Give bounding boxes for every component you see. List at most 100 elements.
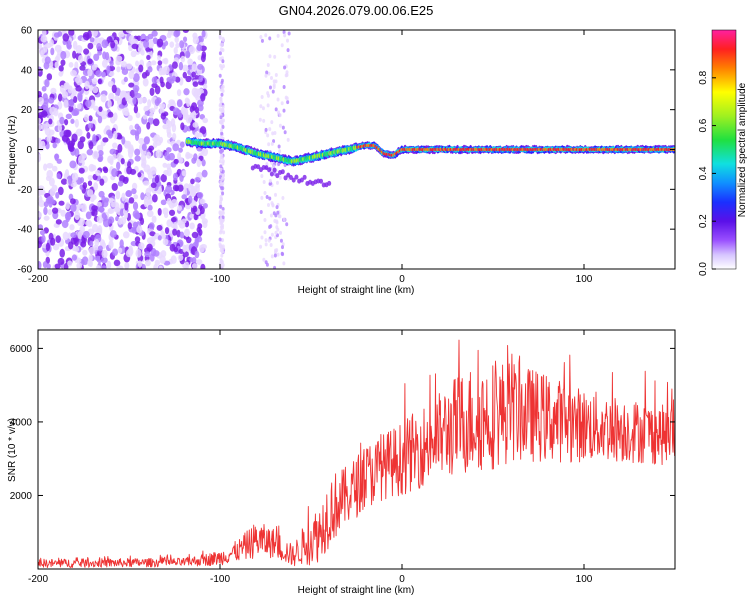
noise-blob	[64, 212, 72, 221]
noise-blob	[282, 217, 286, 222]
noise-blob	[100, 94, 107, 103]
noise-blob	[260, 235, 264, 240]
noise-blob	[220, 176, 224, 181]
noise-blob	[131, 188, 137, 195]
noise-blob	[123, 76, 128, 83]
noise-blob	[162, 238, 169, 246]
noise-blob	[172, 133, 177, 141]
noise-blob	[134, 155, 141, 162]
noise-blob	[63, 262, 69, 269]
noise-blob	[151, 76, 158, 84]
noise-blob	[221, 107, 225, 112]
noise-blob	[72, 50, 77, 59]
noise-blob	[38, 261, 42, 269]
noise-blob	[129, 89, 136, 99]
noise-blob	[150, 182, 157, 189]
noise-blob	[221, 125, 225, 130]
noise-blob	[98, 205, 105, 213]
noise-blob	[120, 61, 127, 68]
noise-blob	[220, 186, 224, 191]
noise-blob	[130, 50, 137, 58]
noise-blob	[282, 108, 286, 113]
noise-blob	[91, 64, 97, 71]
noise-blob	[109, 148, 117, 155]
noise-blob	[40, 35, 48, 43]
noise-blob	[134, 236, 141, 243]
noise-blob	[63, 82, 69, 90]
noise-blob	[65, 202, 70, 210]
noise-blob	[270, 141, 274, 146]
noise-blob	[158, 265, 163, 269]
noise-blob	[201, 169, 208, 178]
noise-blob	[147, 204, 153, 211]
noise-blob	[162, 124, 169, 130]
noise-blob	[68, 176, 73, 186]
noise-blob	[220, 42, 224, 47]
ridge-mark	[269, 171, 274, 177]
noise-blob	[182, 64, 189, 72]
snr-axes: -200 -100 0 100 2000 4000 6000	[10, 330, 675, 585]
noise-blob	[98, 190, 105, 198]
noise-blob	[160, 112, 167, 120]
noise-blob	[67, 260, 73, 267]
noise-blob	[76, 203, 83, 209]
noise-blob	[134, 148, 141, 156]
noise-blob	[177, 184, 184, 192]
noise-blob	[54, 44, 62, 53]
noise-blob	[46, 73, 53, 81]
noise-blob	[173, 158, 179, 164]
noise-blob	[281, 252, 285, 257]
noise-blob	[266, 103, 270, 108]
noise-blob	[111, 84, 117, 94]
noise-blob	[60, 50, 67, 60]
noise-blob	[159, 103, 166, 109]
noise-blob	[156, 38, 164, 48]
noise-blob	[136, 125, 142, 135]
colorbar-tick-label: 0.6	[698, 118, 709, 132]
noise-blob	[70, 236, 78, 245]
noise-blob	[190, 178, 195, 185]
noise-blob	[116, 161, 121, 171]
noise-blob	[108, 240, 114, 249]
noise-blob	[120, 158, 125, 165]
spectrogram-xtick-label: -100	[210, 274, 230, 285]
noise-blob	[77, 140, 84, 150]
noise-blob	[136, 225, 143, 234]
noise-blob	[74, 246, 80, 252]
noise-blob	[182, 36, 188, 43]
noise-blob	[221, 238, 225, 243]
noise-blob	[82, 230, 90, 239]
noise-blob	[125, 249, 133, 258]
noise-blob	[185, 75, 192, 83]
noise-blob	[122, 231, 130, 239]
noise-blob	[218, 159, 222, 164]
noise-blob	[57, 257, 65, 266]
noise-blob	[58, 71, 64, 77]
noise-blob	[183, 88, 190, 96]
noise-blob	[287, 54, 291, 59]
noise-blob	[286, 137, 290, 142]
noise-blob	[143, 136, 151, 145]
noise-blob	[271, 131, 275, 136]
noise-blob	[51, 207, 59, 214]
noise-blob	[95, 170, 101, 177]
noise-blob	[149, 231, 156, 237]
noise-blob	[130, 129, 137, 136]
noise-blob	[221, 48, 225, 53]
noise-blob	[171, 61, 178, 69]
spectrogram-xtick-label: 0	[399, 274, 405, 285]
noise-blob	[68, 145, 75, 152]
noise-blob	[195, 185, 200, 193]
noise-blob	[148, 222, 155, 230]
noise-blob	[185, 50, 191, 59]
noise-blob	[62, 33, 70, 42]
noise-blob	[133, 194, 139, 200]
ridge-mark	[299, 177, 304, 183]
noise-blob	[277, 161, 281, 166]
snr-ytick-label: 2000	[10, 491, 33, 502]
noise-blob	[274, 230, 278, 235]
noise-blob	[116, 134, 123, 140]
noise-blob	[135, 112, 141, 119]
noise-blob	[167, 30, 173, 36]
